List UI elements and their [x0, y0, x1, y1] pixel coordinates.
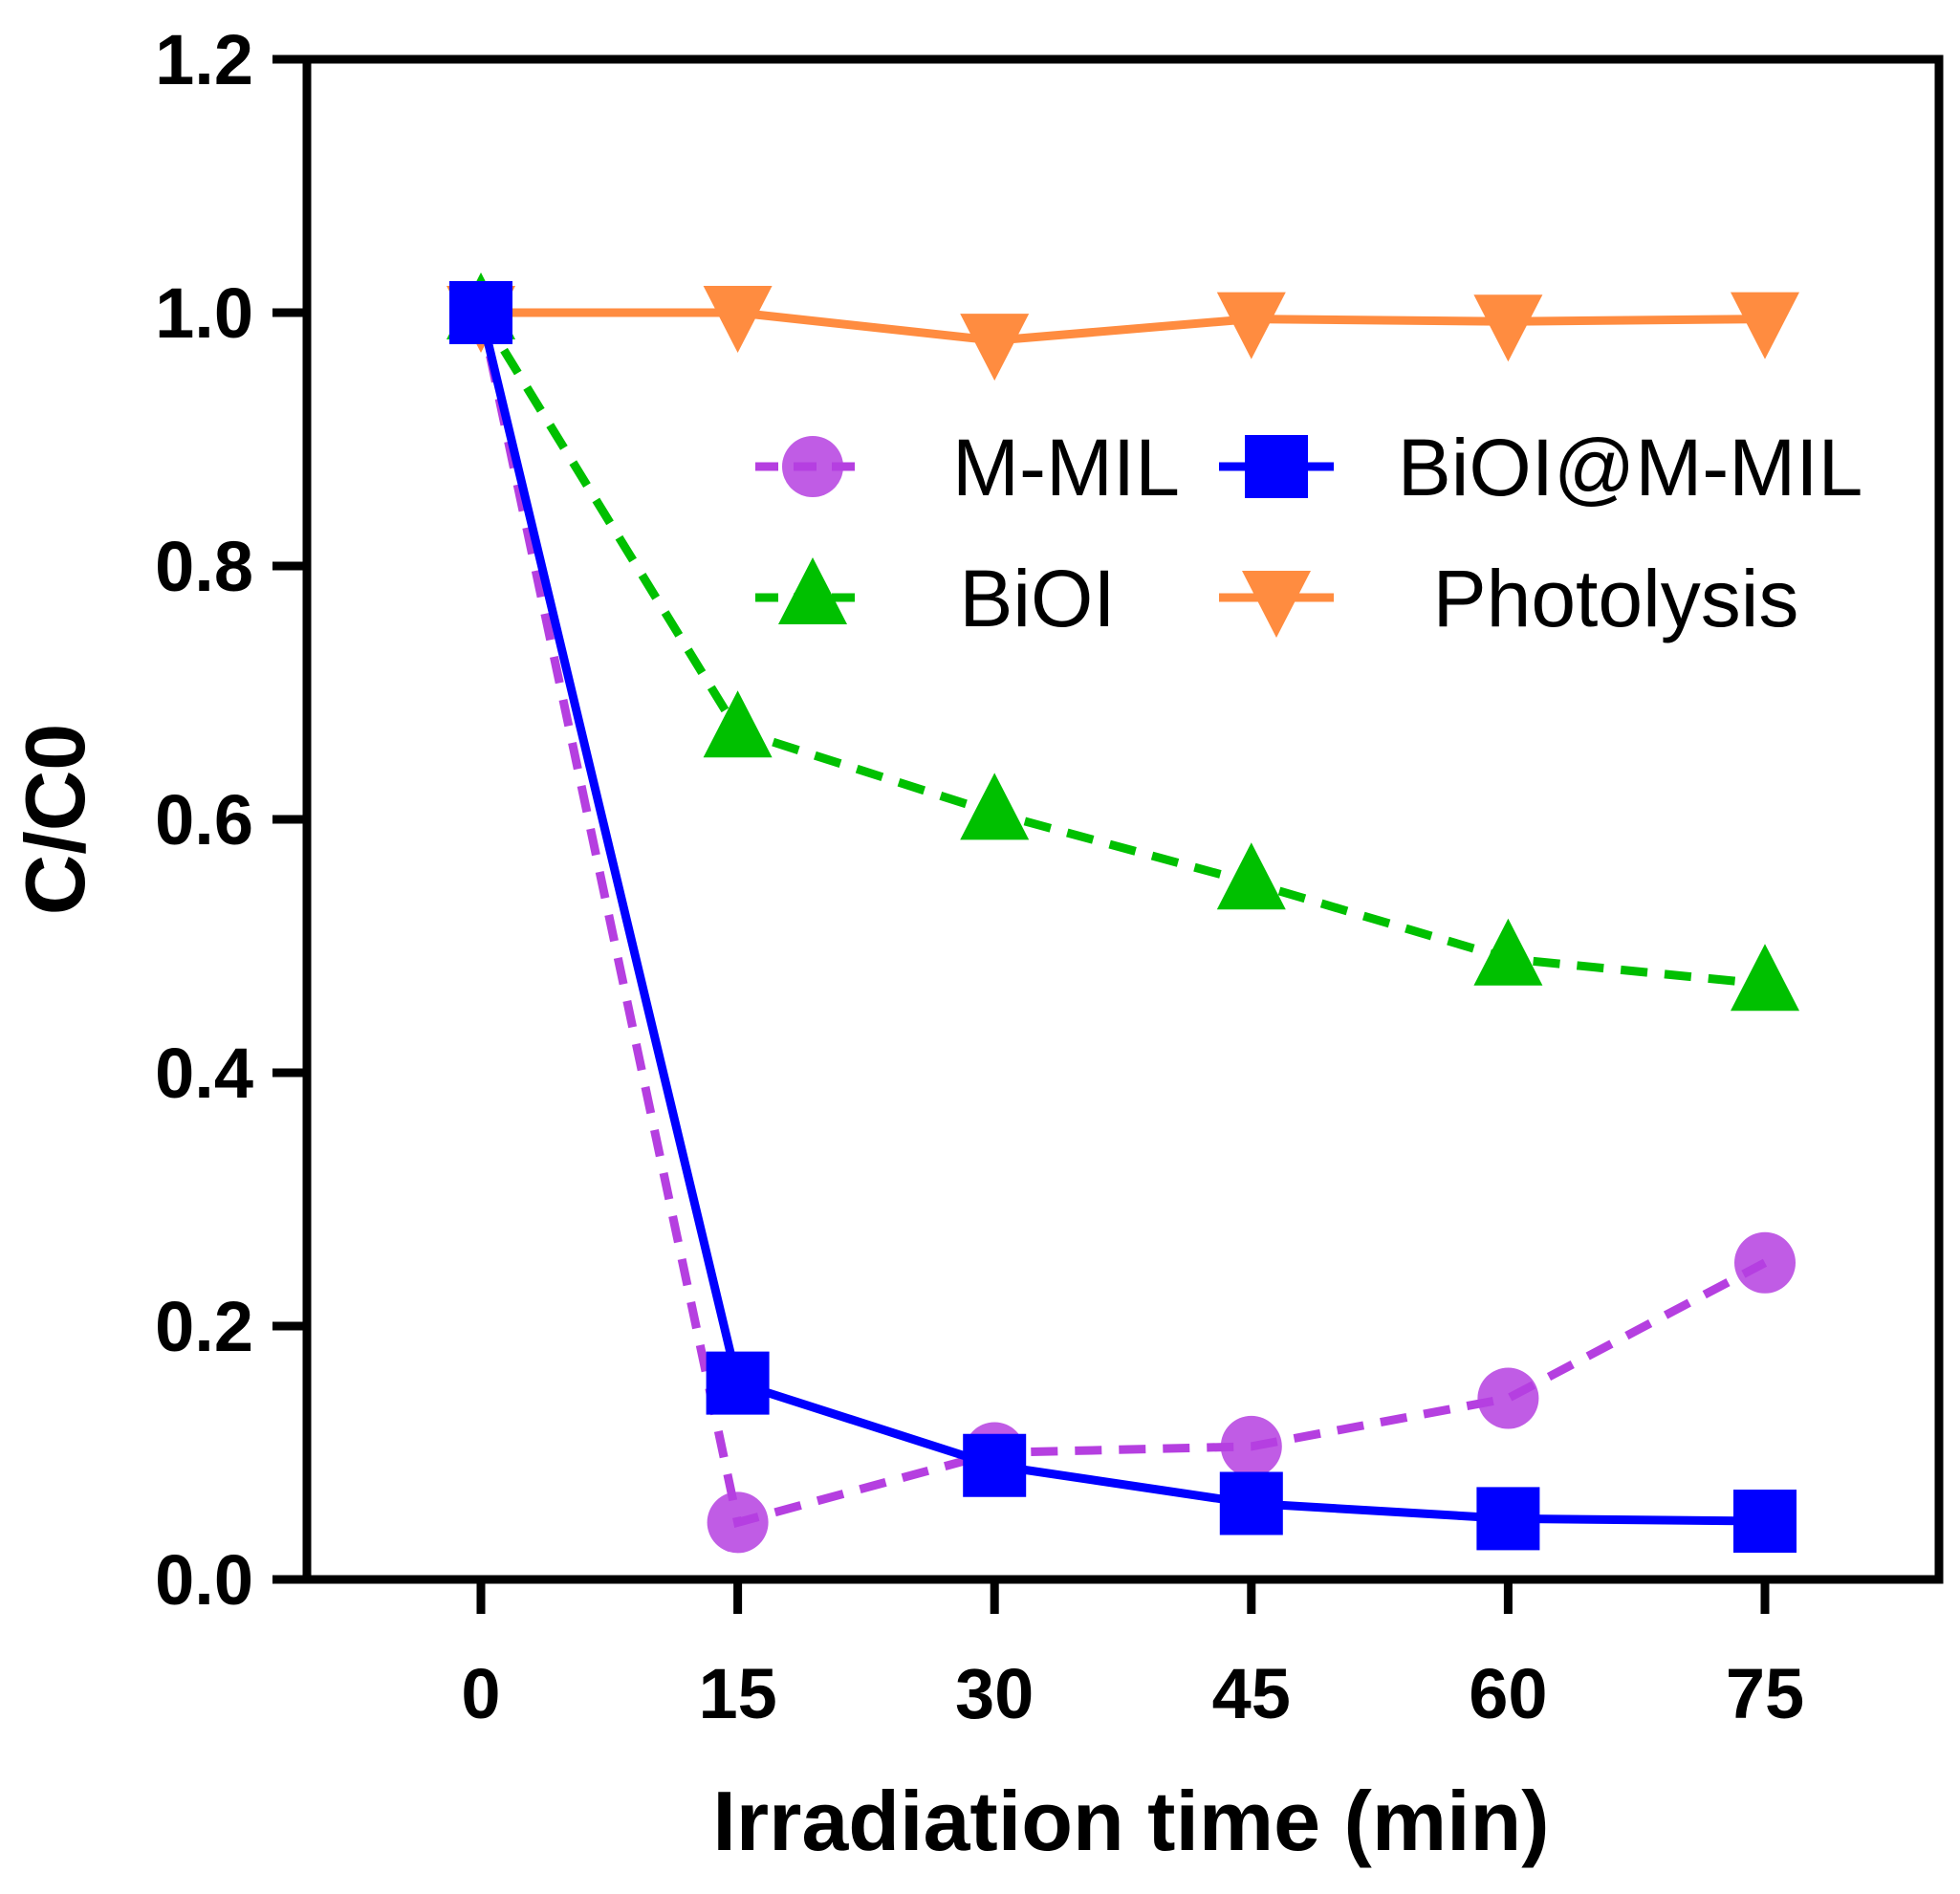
data-point: [1477, 1367, 1539, 1429]
data-point: [707, 1491, 769, 1554]
x-axis-label: Irradiation time (min): [712, 1774, 1549, 1868]
data-point: [960, 773, 1030, 840]
data-point: [1731, 292, 1799, 359]
legend-entry: Photolysis: [1219, 554, 1798, 643]
legend-marker: [1245, 435, 1308, 498]
y-tick-label: 0.2: [155, 1287, 253, 1366]
legend-label: Photolysis: [1433, 554, 1799, 643]
legend-marker: [1242, 571, 1311, 638]
y-tick-label: 1.2: [155, 20, 253, 99]
x-tick-label: 0: [461, 1654, 500, 1733]
data-point: [703, 286, 773, 353]
series-line: [477, 310, 1766, 989]
x-tick-label: 15: [698, 1654, 776, 1733]
data-point: [1220, 1415, 1282, 1477]
y-tick-label: 0.4: [155, 1034, 253, 1113]
legend-label: BiOI: [959, 554, 1115, 643]
legend-entry: M-MIL: [755, 423, 1180, 512]
data-point: [703, 690, 773, 758]
legend-entry: BiOI@M-MIL: [1219, 423, 1862, 512]
data-point: [1216, 292, 1286, 359]
x-tick-label: 60: [1469, 1654, 1547, 1733]
y-axis-label: C/C0: [8, 724, 102, 916]
y-tick-label: 0.8: [155, 527, 253, 606]
data-point: [960, 314, 1030, 381]
x-tick-label: 75: [1726, 1654, 1804, 1733]
y-tick-label: 1.0: [155, 273, 253, 353]
series-bioi-m-mil: [449, 281, 1797, 1554]
y-tick-label: 0.6: [155, 780, 253, 860]
legend-label: M-MIL: [952, 423, 1180, 512]
plot-frame: [302, 54, 1944, 1584]
data-point: [1219, 1471, 1283, 1535]
series-line: [476, 312, 1768, 1528]
data-point: [1473, 918, 1543, 986]
legend-label: BiOI@M-MIL: [1398, 423, 1863, 512]
data-point: [1473, 294, 1543, 362]
y-tick-label: 0.0: [155, 1540, 253, 1620]
data-point: [1733, 1490, 1797, 1554]
series-line: [476, 311, 1766, 1526]
series-line: [481, 308, 1766, 345]
legend-marker: [778, 557, 847, 624]
legend-marker: [782, 436, 843, 497]
data-point: [1476, 1487, 1540, 1551]
data-point: [963, 1433, 1027, 1497]
data-point: [706, 1351, 770, 1415]
legend-entry: BiOI: [755, 554, 1116, 643]
series-photolysis: [446, 286, 1799, 381]
data-point: [1216, 842, 1286, 910]
x-tick-label: 45: [1212, 1654, 1291, 1733]
data-point: [1731, 944, 1799, 1012]
data-point: [1734, 1231, 1796, 1294]
data-point: [449, 281, 512, 344]
legend: M-MIL BiOI@M-MIL BiOI Photolysis: [755, 423, 1862, 643]
x-tick-label: 30: [955, 1654, 1034, 1733]
